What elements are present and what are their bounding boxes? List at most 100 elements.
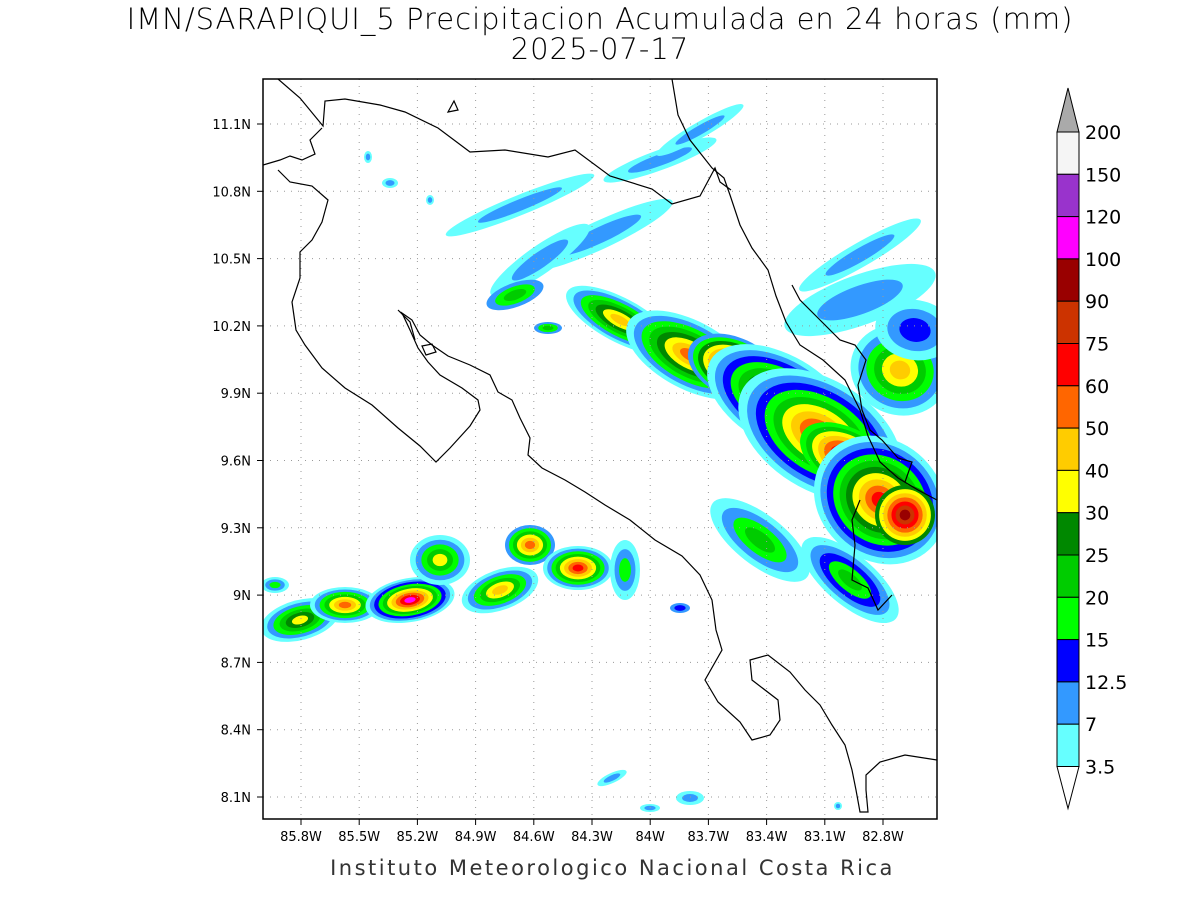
rain-cell <box>382 178 398 188</box>
lat-label: 9.6N <box>221 455 251 470</box>
rain-contour <box>542 325 554 331</box>
rain-cell <box>875 299 937 361</box>
rain-contour <box>427 197 433 203</box>
colorbar-swatch <box>1056 681 1080 725</box>
colorbar-swatch <box>1056 427 1080 471</box>
lon-label: 84.9W <box>455 830 497 845</box>
colorbar-label: 50 <box>1085 418 1109 440</box>
rain-cell <box>365 576 455 624</box>
colorbar-swatch <box>1056 554 1080 598</box>
lon-label: 82.8W <box>862 830 904 845</box>
colorbar-under-arrow <box>1056 766 1080 811</box>
rain-contour <box>825 234 895 276</box>
lat-label: 8.7N <box>221 656 251 671</box>
rain-contour <box>404 597 416 603</box>
coastline-layer <box>263 79 937 813</box>
rain-contour <box>385 180 395 186</box>
rain-contour <box>838 569 862 591</box>
rain-contour <box>835 803 841 809</box>
rain-cell <box>310 587 380 623</box>
rain-cell <box>670 603 690 613</box>
rain-cell <box>875 485 935 545</box>
colorbar-label: 40 <box>1085 460 1109 482</box>
rain-cell <box>834 802 842 810</box>
lon-label: 85.8W <box>280 830 322 845</box>
lon-label: 83.4W <box>746 830 788 845</box>
precipitation-layer <box>263 104 937 812</box>
colorbar-label: 30 <box>1085 503 1109 525</box>
rain-cell <box>486 279 544 311</box>
rain-cell <box>543 546 613 590</box>
lat-label: 8.1N <box>221 791 251 806</box>
rain-contour <box>558 214 642 256</box>
map-frame <box>262 78 938 820</box>
rain-contour <box>744 527 776 553</box>
caribbean-coastline <box>671 79 937 501</box>
lat-label: 10.2N <box>212 320 251 335</box>
colorbar-over-arrow <box>1056 87 1080 133</box>
colorbar-swatch <box>1056 258 1080 302</box>
lat-label: 9N <box>233 589 251 604</box>
colorbar-label: 150 <box>1085 164 1121 186</box>
north-border-line <box>277 79 732 205</box>
rain-contour <box>291 615 309 625</box>
lake-island <box>446 99 459 113</box>
rain-cell <box>710 498 810 582</box>
rain-cell <box>410 535 470 585</box>
rain-contour <box>682 794 698 802</box>
lat-label: 8.4N <box>221 724 251 739</box>
rain-contour <box>899 318 931 342</box>
rain-cell <box>534 322 562 334</box>
colorbar-label: 75 <box>1085 334 1109 356</box>
colorbar-label: 90 <box>1085 291 1109 313</box>
longitude-axis: 85.8W 85.5W 85.2W 84.9W 84.6W 84.3W 84W 83.7W 83… <box>280 819 904 845</box>
colorbar-swatch <box>1056 512 1080 556</box>
rain-cell <box>490 223 590 297</box>
rain-contour <box>899 509 911 521</box>
colorbar-label: 100 <box>1085 249 1121 271</box>
map-title: IMN/SARAPIQUI_5 Precipitacion Acumulada … <box>126 2 1074 36</box>
rain-contour <box>511 239 569 281</box>
colorbar-swatch <box>1056 173 1080 218</box>
rain-contour <box>628 147 692 173</box>
gulf-island <box>421 343 437 356</box>
colorbar-swatch <box>1056 216 1080 260</box>
lon-label: 83.1W <box>804 830 846 845</box>
colorbar-label: 60 <box>1085 376 1109 398</box>
colorbar-label: 3.5 <box>1085 757 1115 779</box>
colorbar-label: 25 <box>1085 545 1109 567</box>
canal-inlet <box>397 309 416 341</box>
rain-contour <box>889 360 911 380</box>
rain-contour <box>269 581 281 589</box>
rain-contour <box>817 279 903 321</box>
lon-label: 84W <box>635 830 665 845</box>
rain-cell <box>656 104 744 156</box>
colorbar-swatch <box>1056 343 1080 387</box>
colorbar-label: 120 <box>1085 207 1121 229</box>
colorbar-swatch <box>1056 723 1080 768</box>
rain-contour <box>674 605 686 611</box>
rain-cell <box>676 791 704 805</box>
rain-contour <box>492 585 508 595</box>
pacific-coastline <box>263 127 937 813</box>
rain-contour <box>503 288 527 302</box>
rain-contour <box>478 187 562 223</box>
lon-label: 84.6W <box>513 830 555 845</box>
rain-cell <box>850 324 937 416</box>
lat-label: 10.5N <box>212 253 251 268</box>
rain-cell <box>505 525 555 565</box>
rain-cell <box>610 540 640 600</box>
lon-label: 85.2W <box>396 830 438 845</box>
rain-contour <box>610 313 630 327</box>
panama-border <box>791 284 913 612</box>
rain-contour <box>572 564 584 572</box>
lat-label: 9.3N <box>221 522 251 537</box>
rain-cell <box>426 195 434 205</box>
rain-contour <box>432 553 448 567</box>
colorbar-swatch <box>1056 596 1080 641</box>
colorbar-legend: 3.5 7 12.5 15 20 25 30 40 50 60 75 90 100 120 150 200 <box>1056 87 1127 811</box>
graticule <box>263 79 937 819</box>
colorbar-label: 20 <box>1085 587 1109 609</box>
rain-cell <box>461 566 539 614</box>
